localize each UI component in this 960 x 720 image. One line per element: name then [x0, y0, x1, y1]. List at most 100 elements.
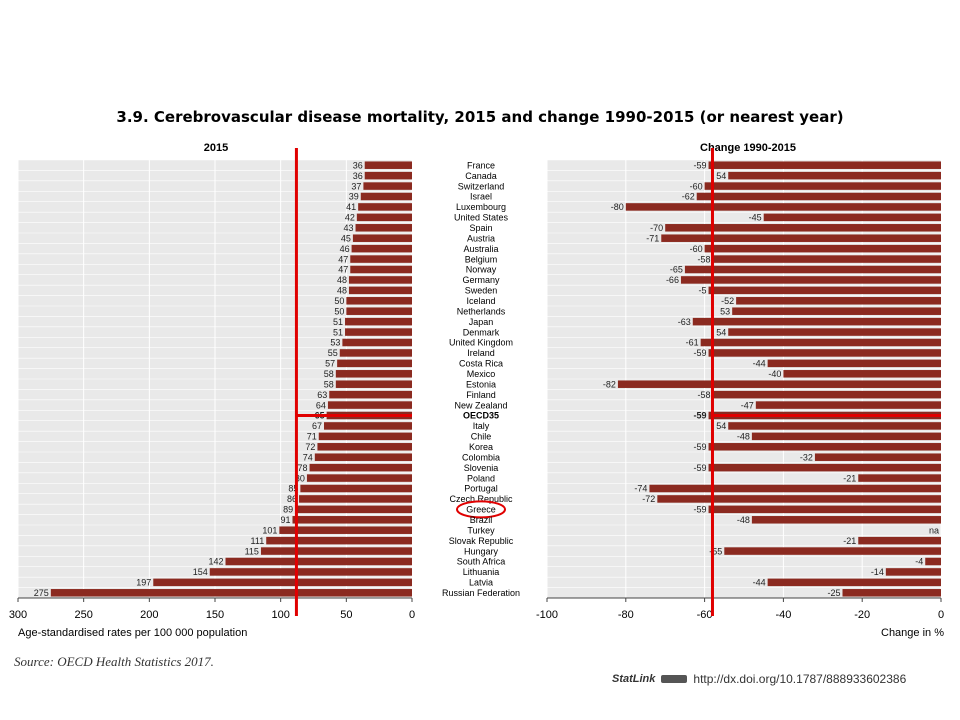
bar [708, 463, 941, 472]
bar [858, 536, 941, 545]
source-note: Source: OECD Health Statistics 2017. [14, 654, 214, 669]
bar-value-label: -59 [694, 160, 707, 170]
bar [153, 578, 413, 587]
bar-value-label: 46 [340, 244, 350, 254]
bar-value-label: 58 [324, 379, 334, 389]
bar [356, 213, 412, 222]
bar-value-label: -32 [800, 452, 813, 462]
category-label: Austria [467, 233, 495, 243]
category-label: Denmark [463, 327, 500, 337]
x-tick-label: -100 [536, 609, 558, 621]
bar-value-label: 54 [716, 421, 726, 431]
bar [684, 265, 941, 274]
category-label: Netherlands [457, 306, 506, 316]
bar [751, 516, 941, 524]
bar-value-label: 86 [287, 494, 297, 504]
bar [335, 370, 412, 378]
x-tick-label: 0 [409, 609, 415, 621]
category-label: Sweden [465, 286, 498, 296]
bar-value-label: 54 [716, 171, 726, 181]
bar-value-label: -72 [642, 494, 655, 504]
bar-value-label: 63 [317, 390, 327, 400]
bar-value-label: -82 [603, 379, 616, 389]
bar [704, 182, 941, 190]
bar [295, 505, 412, 514]
category-label: South Africa [457, 557, 506, 567]
bar-value-label: -21 [843, 536, 856, 546]
category-label: Israel [470, 192, 492, 202]
x-tick-label: 0 [938, 609, 944, 621]
bar [350, 255, 412, 263]
bar [728, 328, 941, 336]
bar-value-label: -25 [827, 588, 840, 598]
bar [767, 359, 941, 368]
bar-value-label: -80 [611, 202, 624, 212]
bar-value-label: -59 [694, 411, 707, 421]
bar [348, 286, 412, 295]
bar-value-label: 74 [303, 452, 313, 462]
bar [306, 474, 412, 482]
bar-value-label: 53 [720, 306, 730, 316]
bar [708, 286, 941, 295]
bar-value-label: -58 [697, 254, 710, 264]
bar [318, 432, 412, 441]
bar-value-label: -45 [749, 213, 762, 223]
statlink-name: StatLink [612, 673, 656, 685]
bar-value-label: -40 [768, 369, 781, 379]
bar-value-label: 91 [280, 515, 290, 525]
x-tick-label: 100 [271, 609, 289, 621]
bar [260, 547, 412, 555]
category-label: Chile [471, 432, 492, 442]
bar [712, 255, 941, 263]
bar-value-label: -61 [686, 338, 699, 348]
bar [345, 328, 412, 336]
bar [925, 557, 941, 566]
statlink[interactable]: StatLink http://dx.doi.org/10.1787/88893… [612, 672, 906, 686]
bar-value-label: -60 [690, 244, 703, 254]
bar [755, 401, 941, 409]
category-label: Canada [465, 171, 497, 181]
category-label: Finland [466, 390, 496, 400]
bar [696, 192, 941, 201]
bar [335, 380, 412, 388]
bar [625, 203, 941, 211]
bar [692, 317, 941, 326]
category-label: Australia [463, 244, 498, 254]
bar [225, 557, 412, 566]
bar-value-label: -52 [721, 296, 734, 306]
bar [736, 297, 941, 305]
bar [708, 161, 941, 169]
bar-value-label: 71 [307, 432, 317, 442]
statlink-url[interactable]: http://dx.doi.org/10.1787/888933602386 [693, 672, 907, 686]
bar-value-label: 47 [338, 254, 348, 264]
bar-value-label: -65 [670, 265, 683, 275]
left-panel-2015: 3636373941424345464747484850505151535557… [9, 148, 415, 621]
x-tick-label: 50 [340, 609, 352, 621]
bar [292, 516, 412, 524]
bar [728, 171, 941, 180]
bar-value-label: 47 [338, 265, 348, 275]
bar-value-label: -47 [741, 400, 754, 410]
bar-value-label: na [929, 525, 939, 535]
bar-value-label: 50 [334, 306, 344, 316]
bar [324, 422, 412, 430]
bar [708, 349, 941, 357]
bar-value-label: 101 [262, 525, 277, 535]
bar [364, 161, 412, 169]
bar [842, 589, 941, 597]
bar-value-label: 89 [283, 505, 293, 515]
bar-value-label: 36 [353, 160, 363, 170]
bar [704, 244, 941, 253]
bar-value-label: 57 [325, 359, 335, 369]
category-label: Switzerland [458, 181, 505, 191]
bar [348, 276, 412, 284]
x-tick-label: 300 [9, 609, 27, 621]
highlight-circle [456, 500, 506, 519]
bar-value-label: -66 [666, 275, 679, 285]
bar [279, 526, 412, 534]
category-label: Iceland [466, 296, 495, 306]
category-label: Hungary [464, 546, 499, 556]
bar-value-label: 53 [330, 338, 340, 348]
bar-value-label: 55 [328, 348, 338, 358]
right-panel-change: -5954-60-62-80-45-70-71-60-58-65-66-5-52… [536, 148, 944, 621]
